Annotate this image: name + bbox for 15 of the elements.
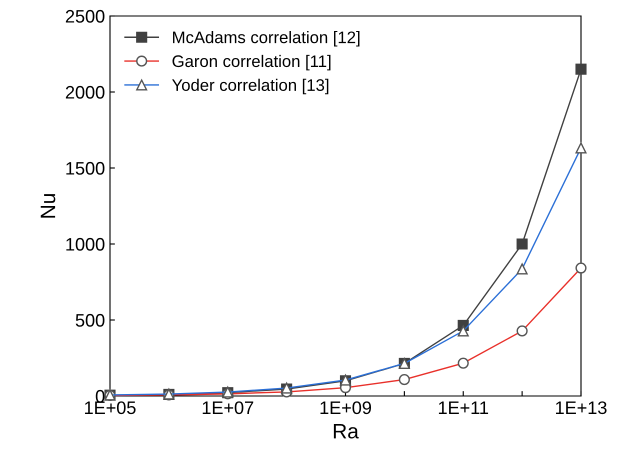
x-tick-label: 1E+09 — [320, 401, 371, 414]
x-axis-title: Ra — [334, 424, 359, 439]
legend-label: McAdams correlation [12] — [173, 31, 360, 47]
x-tick-label: 1E+13 — [556, 401, 607, 414]
legend-label: Garon correlation [11] — [172, 54, 330, 70]
y-tick-label: 2500 — [66, 10, 104, 23]
y-tick-label: 500 — [76, 314, 104, 327]
y-tick-label: 2000 — [66, 86, 104, 99]
y-axis-title: Nu — [40, 194, 56, 218]
y-tick-label: 1500 — [66, 162, 104, 175]
x-tick-label: 1E+05 — [85, 401, 136, 414]
legend-label: Yoder correlation [13] — [172, 78, 328, 94]
x-tick-label: 1E+07 — [202, 401, 254, 414]
x-tick-label: 1E+11 — [438, 402, 488, 414]
y-tick-label: 1000 — [66, 238, 104, 251]
